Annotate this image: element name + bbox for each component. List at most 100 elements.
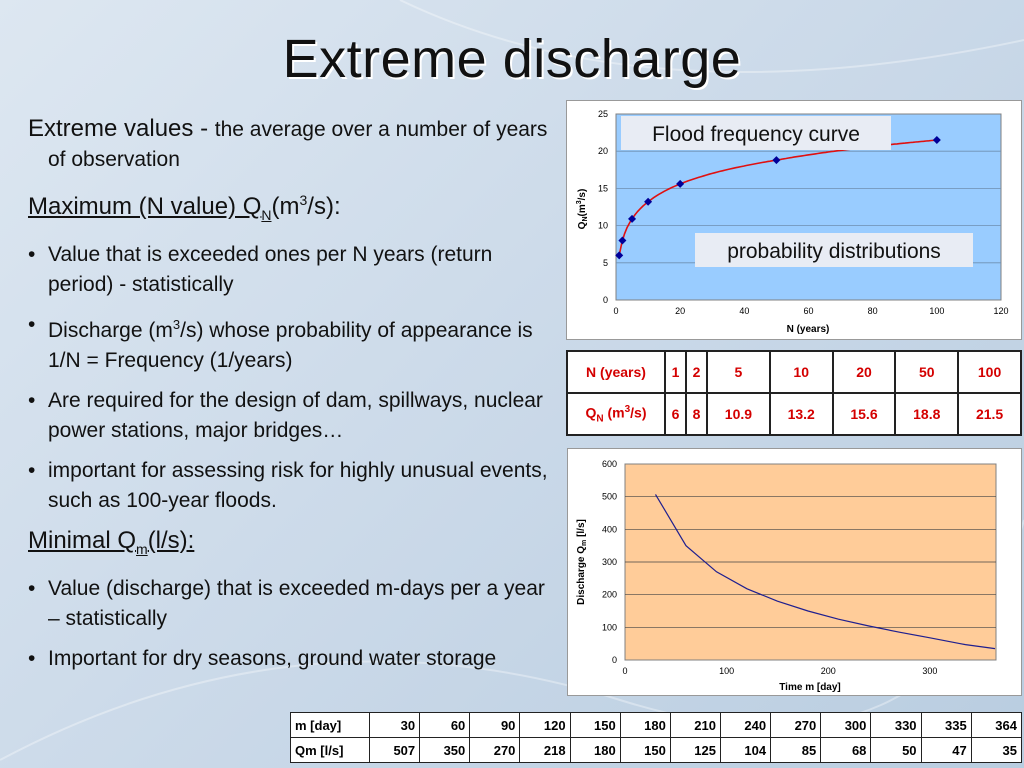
table-cell: 90	[469, 712, 521, 738]
minimal-discharge-chart: 0 100 200 300 400 500 600 0 100 200 300 Time m [d…	[567, 448, 1022, 696]
plot1-y-axis-label: QN(m3/s)	[576, 189, 589, 230]
table-cell: 50	[870, 737, 922, 763]
y-tick-label: 10	[598, 221, 608, 231]
y-tick-label: 400	[602, 524, 617, 534]
y-tick-label: 100	[602, 622, 617, 632]
table-cell: 300	[820, 712, 872, 738]
table-cell: 60	[419, 712, 471, 738]
minimal-discharge-curve	[654, 494, 996, 650]
table-cell: 35	[970, 737, 1023, 763]
annotation-flood-frequency-curve: Flood frequency curve	[652, 123, 860, 146]
y-tick-label: 300	[602, 557, 617, 567]
plot1-x-axis-label: N (years)	[787, 324, 830, 335]
data-point	[772, 156, 781, 165]
y-tick-label: 15	[598, 183, 608, 193]
flood-frequency-chart: 0 5 10 15 20 25 0 20 40 60 80 100 120 N (years) QN(…	[566, 100, 1022, 340]
return-period-table: N (years) 1 2 5 10 20 50 100 QN (m3/s) 6…	[566, 350, 1022, 436]
table-cell: 85	[770, 737, 822, 763]
table-cell: N (years)	[566, 350, 666, 394]
table-cell: 100	[957, 350, 1022, 394]
plot2-gridlines	[625, 496, 996, 628]
annotation-box-title	[621, 116, 891, 150]
bullet-return-period: Value that is exceeded ones per N years …	[28, 240, 548, 300]
minimal-discharge-chart-svg: 0 100 200 300 400 500 600 0 100 200 300 Time m [d…	[576, 459, 997, 693]
table-cell: 13.2	[768, 392, 834, 436]
x-tick-label: 0	[622, 666, 627, 676]
x-tick-label: 300	[922, 666, 937, 676]
plot2-x-ticks: 0 100 200 300	[622, 666, 937, 676]
bullet-exceeded-m-days: Value (discharge) that is exceeded m-day…	[28, 574, 548, 634]
table-cell: 2	[685, 350, 709, 394]
x-tick-label: 200	[821, 666, 836, 676]
table-cell: m [day]	[290, 712, 370, 738]
annotation-probability-distributions: probability distributions	[727, 240, 941, 263]
x-tick-label: 60	[803, 306, 813, 316]
extreme-values-definition: the average over a number of years of ob…	[48, 118, 548, 171]
y-tick-label: 600	[602, 459, 617, 469]
x-tick-label: 100	[719, 666, 734, 676]
data-point	[618, 236, 627, 245]
maximum-heading-sub: N	[261, 206, 272, 223]
table-cell: 120	[519, 712, 571, 738]
extreme-values-term: Extreme values -	[28, 115, 215, 142]
table-cell: 50	[894, 350, 960, 394]
table-row: m [day] 30 60 90 120 150 180 210 240 270…	[290, 712, 1023, 738]
table-cell: 180	[569, 737, 621, 763]
table-cell: 210	[669, 712, 721, 738]
y-tick-label: 25	[598, 109, 608, 119]
plot1-x-ticks: 0 20 40 60 80 100 120	[613, 306, 1008, 316]
x-tick-label: 40	[739, 306, 749, 316]
slide-body: Extreme values - the average over a numb…	[28, 114, 548, 674]
table-row: QN (m3/s) 6 8 10.9 13.2 15.6 18.8 21.5	[566, 392, 1022, 436]
bullet-discharge-probability: Discharge (m3/s) whose probability of ap…	[28, 310, 548, 376]
table-cell: 8	[685, 392, 709, 436]
table-cell: 68	[820, 737, 872, 763]
x-tick-label: 0	[613, 306, 618, 316]
table-cell: 240	[719, 712, 772, 738]
bullet-design-requirements: Are required for the design of dam, spil…	[28, 386, 548, 446]
table-cell: 10	[768, 350, 834, 394]
table-cell: 5	[706, 350, 771, 394]
annotation-box-distributions	[695, 233, 973, 267]
table-row: N (years) 1 2 5 10 20 50 100	[566, 350, 1022, 394]
minimal-discharge-table: m [day] 30 60 90 120 150 180 210 240 270…	[290, 712, 1023, 763]
bullet-dry-seasons: Important for dry seasons, ground water …	[28, 644, 548, 674]
data-point	[676, 179, 685, 188]
table-cell: 350	[419, 737, 471, 763]
y-tick-label: 0	[603, 295, 608, 305]
bullet-risk-assessment: important for assessing risk for highly …	[28, 456, 548, 516]
table-cell: 270	[770, 712, 822, 738]
table-cell: 335	[920, 712, 972, 738]
x-tick-label: 120	[993, 306, 1008, 316]
table-cell: 150	[619, 737, 671, 763]
table-cell: 21.5	[957, 392, 1022, 436]
slide-title: Extreme discharge	[282, 29, 742, 89]
flood-frequency-chart-svg: 0 5 10 15 20 25 0 20 40 60 80 100 120 N (years) QN(…	[576, 109, 1009, 335]
plot2-x-axis-label: Time m [day]	[779, 682, 841, 693]
table-cell: 507	[368, 737, 421, 763]
x-tick-label: 80	[868, 306, 878, 316]
table-cell: 1	[663, 350, 688, 394]
x-tick-label: 20	[675, 306, 685, 316]
data-point	[644, 197, 653, 206]
y-tick-label: 0	[612, 655, 617, 665]
data-point	[615, 251, 624, 260]
table-cell: 30	[368, 712, 421, 738]
minimal-heading: Minimal Qm(l/s):	[28, 526, 195, 557]
data-point	[628, 214, 637, 223]
y-tick-label: 5	[603, 258, 608, 268]
y-tick-label: 200	[602, 590, 617, 600]
table-cell: 6	[663, 392, 688, 436]
table-cell: QN (m3/s)	[566, 392, 666, 436]
table-cell: 18.8	[894, 392, 960, 436]
plot1-points	[615, 136, 941, 260]
y-tick-label: 20	[598, 146, 608, 156]
table-cell: 15.6	[831, 392, 897, 436]
table-cell: 104	[719, 737, 772, 763]
table-cell: 20	[831, 350, 897, 394]
table-cell: 125	[669, 737, 721, 763]
table-cell: 47	[920, 737, 972, 763]
table-row: Qm [l/s] 507 350 270 218 180 150 125 104…	[290, 737, 1023, 763]
table-cell: 270	[469, 737, 521, 763]
x-tick-label: 100	[929, 306, 944, 316]
